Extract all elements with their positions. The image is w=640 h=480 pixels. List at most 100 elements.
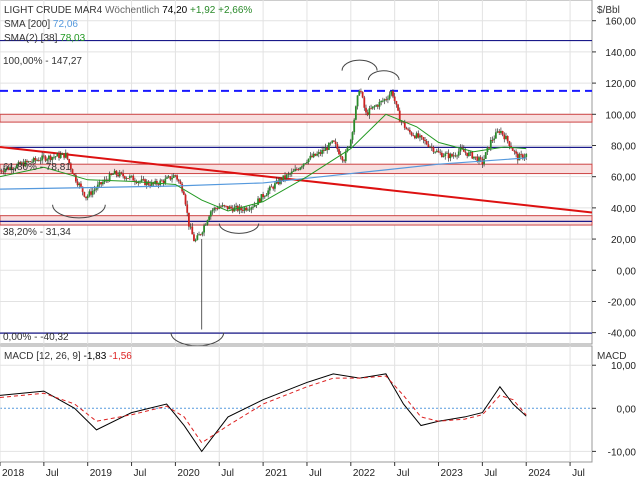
candle-body: [420, 135, 423, 138]
candle-body: [93, 189, 96, 191]
candle-body: [329, 142, 332, 144]
candle-body: [312, 153, 315, 158]
candle-body: [230, 206, 232, 209]
candle-body: [161, 180, 163, 182]
candle-body: [439, 152, 442, 154]
candle-body: [265, 194, 268, 197]
candle-body: [211, 210, 214, 212]
candle-body: [515, 151, 518, 154]
x-tick-label: 2021: [265, 468, 288, 479]
candle-body: [154, 180, 157, 184]
candle-body: [474, 156, 477, 158]
candle-body: [370, 108, 372, 110]
candle-body: [123, 176, 126, 179]
macd-grid: [0, 346, 592, 462]
candle-body: [516, 153, 519, 161]
x-tick-label: Jul: [484, 468, 497, 479]
candle-body: [317, 152, 320, 154]
candle-body: [466, 152, 469, 157]
candle-body: [204, 224, 207, 226]
candle-body: [81, 186, 84, 192]
candle-body: [122, 173, 125, 177]
candle-body: [425, 141, 428, 145]
candle-body: [66, 152, 69, 160]
candle-body: [24, 160, 27, 167]
candle-body: [176, 175, 178, 180]
candle-body: [203, 225, 205, 233]
candle-body: [476, 156, 479, 162]
candle-body: [282, 175, 285, 181]
candle-body: [501, 131, 504, 135]
candle-body: [349, 139, 352, 147]
x-tick-label: 2024: [528, 468, 551, 479]
candle-body: [21, 162, 23, 165]
candle-body: [142, 179, 145, 181]
sma200-legend: SMA [200] 72,06: [4, 19, 78, 30]
candle-body: [274, 183, 276, 189]
candle-body: [73, 173, 76, 176]
candle-body: [253, 205, 256, 207]
x-tick-label: 2019: [90, 468, 113, 479]
candle-body: [496, 131, 499, 133]
candle-body: [76, 181, 79, 186]
candle-body: [333, 140, 335, 142]
candle-body: [171, 177, 173, 180]
candle-body: [127, 178, 130, 179]
candle-body: [299, 167, 302, 170]
candle-body: [58, 153, 60, 158]
candle-body: [32, 158, 35, 162]
candle-body: [101, 182, 104, 185]
candle-body: [235, 205, 238, 208]
sma38-line: [0, 113, 527, 212]
x-tick-label: Jul: [397, 468, 410, 479]
candle-body: [360, 90, 362, 92]
candle-body: [228, 206, 231, 210]
candle-body: [285, 174, 288, 179]
y-tick-label: 40,00: [611, 204, 636, 215]
candle-body: [9, 167, 12, 170]
candle-body: [422, 137, 425, 140]
candle-body: [381, 100, 384, 102]
y-tick-label: -20,00: [608, 297, 637, 308]
candle-body: [198, 234, 200, 236]
macd-unit-label: MACD: [597, 351, 626, 362]
candle-body: [484, 152, 487, 159]
candle-body: [48, 155, 50, 160]
candle-body: [15, 164, 18, 169]
pattern-arc: [218, 223, 260, 234]
macd-line: [0, 373, 527, 453]
candle-body: [17, 162, 20, 165]
candle-body: [393, 96, 396, 102]
candle-body: [226, 205, 229, 210]
candle-body: [188, 212, 190, 227]
candle-body: [449, 154, 452, 159]
candle-body: [263, 196, 266, 198]
candle-body: [511, 148, 514, 151]
candle-body: [410, 132, 413, 136]
candle-body: [130, 175, 133, 177]
candle-body: [68, 159, 71, 164]
candle-body: [262, 194, 265, 198]
candle-body: [338, 149, 340, 155]
candle-body: [177, 179, 180, 182]
candle-body: [321, 150, 324, 154]
candle-body: [407, 129, 410, 131]
macd-y-tick-label: 0,00: [617, 404, 637, 415]
candle-body: [193, 234, 195, 242]
candle-body: [63, 153, 65, 158]
candle-body: [306, 162, 308, 164]
candle-body: [343, 160, 345, 162]
candle-body: [145, 181, 148, 186]
macd-panel: [0, 345, 593, 463]
candle-body: [500, 131, 502, 133]
candle-body: [322, 150, 325, 151]
candle-body: [166, 177, 168, 179]
candle-body: [69, 163, 72, 170]
candle-body: [113, 170, 116, 175]
candle-body: [64, 152, 67, 158]
candle-body: [186, 204, 189, 213]
macd-legend: MACD [12, 26, 9] -1,83 -1,56: [4, 351, 132, 362]
candle-body: [162, 180, 165, 184]
candle-body: [270, 186, 273, 188]
candle-body: [402, 121, 404, 123]
